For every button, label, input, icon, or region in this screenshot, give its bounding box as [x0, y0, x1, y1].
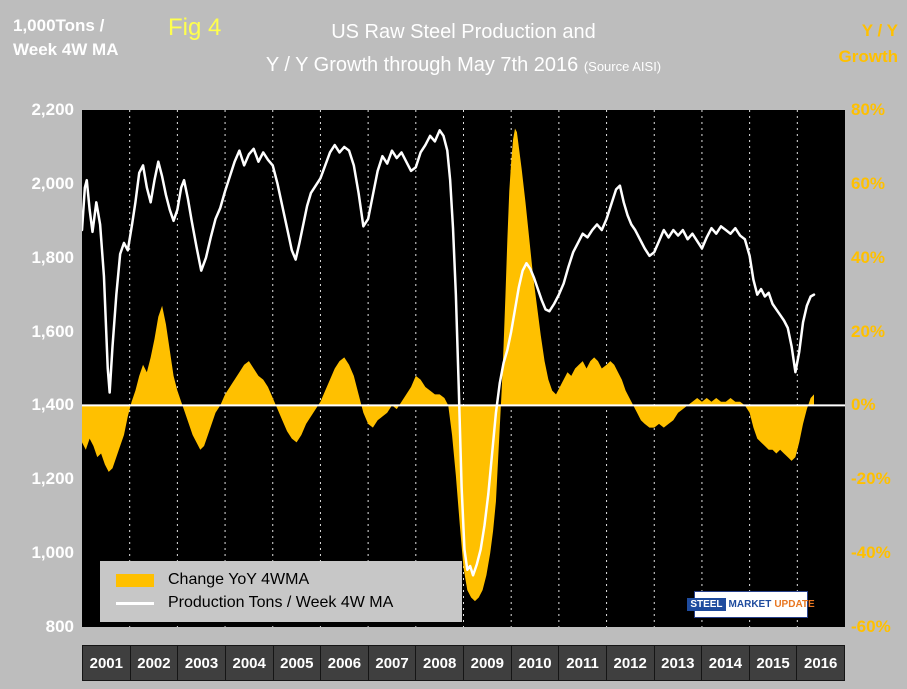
x-axis-year-label: 2010 — [511, 646, 559, 680]
x-axis-year-label: 2013 — [654, 646, 702, 680]
right-axis-title-line1: Y / Y — [861, 21, 898, 40]
left-axis-tick-label: 2,000 — [31, 173, 74, 193]
x-axis-year-label: 2008 — [416, 646, 463, 680]
x-axis-year-label: 2016 — [797, 646, 844, 680]
left-axis-tick-label: 800 — [45, 617, 74, 636]
x-axis-year-label: 2003 — [178, 646, 225, 680]
x-axis-year-label: 2002 — [130, 646, 178, 680]
left-axis-tick-label: 2,200 — [31, 100, 74, 119]
yoy-area-swatch — [116, 573, 154, 587]
legend: Change YoY 4WMA Production Tons / Week 4… — [100, 561, 462, 622]
smu-logo-word-market: MARKET — [728, 599, 772, 610]
smu-logo-word-update: UPDATE — [774, 599, 815, 610]
source-note: (Source AISI) — [583, 59, 662, 74]
legend-label-production: Production Tons / Week 4W MA — [168, 594, 394, 611]
legend-item-yoy: Change YoY 4WMA — [116, 570, 446, 590]
right-axis-tick-label: -20% — [851, 469, 891, 489]
chart-title-line2-text: Y / Y Growth through May 7th 2016 — [265, 54, 579, 76]
legend-label-yoy: Change YoY 4WMA — [168, 571, 310, 588]
x-axis-year-label: 2004 — [225, 646, 273, 680]
x-axis: 2001 2002 2003 2004 2005 2006 2007 2008 2009 2010… — [82, 645, 845, 681]
x-axis-year-label: 2001 — [83, 646, 130, 680]
x-axis-year-label: 2012 — [606, 646, 654, 680]
right-axis-title-line2: Growth — [838, 47, 899, 66]
left-axis-title-line2: Week 4W MA — [13, 40, 119, 59]
plot-area: Change YoY 4WMA Production Tons / Week 4… — [82, 110, 845, 627]
left-axis-tick-label: 1,200 — [31, 469, 74, 489]
left-axis-tick-label: 1,600 — [31, 321, 74, 341]
left-axis-title-line1: 1,000Tons / — [13, 16, 105, 35]
x-axis-year-label: 2007 — [368, 646, 416, 680]
right-axis-tick-label: 0% — [851, 395, 876, 415]
chart-canvas — [82, 110, 845, 627]
production-line-swatch — [116, 601, 154, 605]
right-axis-tick-label: -40% — [851, 543, 891, 563]
figure-number-label: Fig 4 — [168, 14, 222, 41]
right-axis-tick-label: -60% — [851, 617, 891, 636]
production-line-series — [82, 129, 816, 577]
yoy-area-series — [82, 128, 814, 602]
chart-title: US Raw Steel Production and Y / Y Growth… — [82, 16, 845, 83]
smu-logo-word-steel: STEEL — [687, 598, 726, 611]
left-axis-tick-label: 1,800 — [31, 247, 74, 267]
right-axis-title: Y / Y Growth — [839, 18, 899, 70]
x-axis-year-label: 2006 — [321, 646, 368, 680]
right-axis-tick-label: 40% — [851, 247, 886, 267]
smu-logo: STEEL MARKET UPDATE — [687, 591, 815, 618]
x-axis-year-label: 2011 — [559, 646, 606, 680]
x-axis-year-label: 2015 — [749, 646, 797, 680]
left-axis-title: 1,000Tons / Week 4W MA — [13, 14, 119, 62]
x-axis-year-label: 2005 — [273, 646, 321, 680]
chart-title-line2: Y / Y Growth through May 7th 2016 (Sourc… — [82, 49, 845, 83]
legend-item-production: Production Tons / Week 4W MA — [116, 593, 446, 613]
left-axis-tick-label: 1,000 — [31, 543, 74, 563]
right-axis-tick-label: 80% — [851, 100, 886, 119]
chart-title-line1: US Raw Steel Production and — [331, 21, 596, 43]
left-axis-tick-label: 1,400 — [31, 395, 74, 415]
x-axis-year-label: 2014 — [702, 646, 749, 680]
right-axis-tick-label: 20% — [851, 321, 886, 341]
x-axis-year-label: 2009 — [464, 646, 511, 680]
right-axis-tick-label: 60% — [851, 173, 886, 193]
